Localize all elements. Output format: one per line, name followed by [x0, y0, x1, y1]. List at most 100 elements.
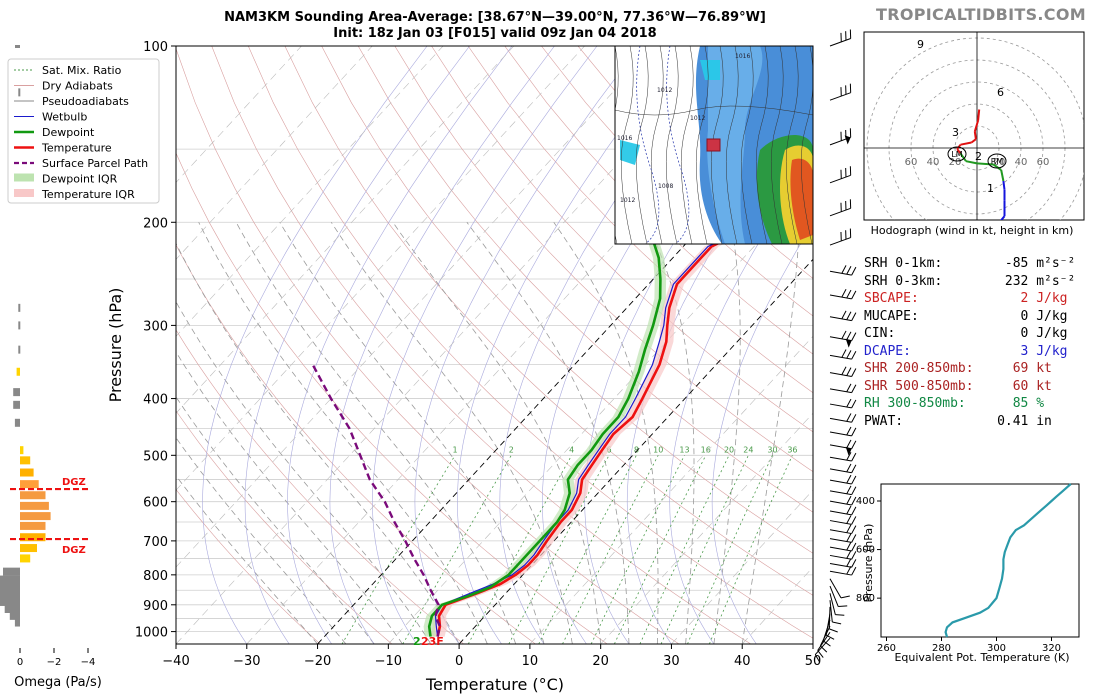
barb-feather	[851, 551, 857, 560]
barb-feather	[846, 311, 852, 320]
hodograph-tick-label: 20	[993, 157, 1006, 168]
stat-label: CIN:	[864, 326, 998, 341]
wind-barb	[829, 600, 842, 625]
barb-feather	[851, 332, 857, 341]
barb-feather	[851, 559, 857, 568]
legend-item: Dry Adiabats	[14, 80, 113, 93]
omega-bar	[20, 456, 31, 465]
omega-bar	[20, 480, 39, 489]
hodograph-segment	[977, 109, 981, 121]
x-tick-label: −10	[375, 654, 402, 669]
barb-feather	[846, 367, 852, 376]
omega-bar	[20, 521, 46, 530]
theta-e-ytick-label: 600	[856, 545, 875, 556]
dry-adiabat	[248, 46, 813, 639]
barb-staff	[829, 38, 851, 47]
hodograph-segment	[970, 138, 977, 144]
map-contour-label: 1008	[658, 183, 673, 190]
mixing-ratio-label: 8	[634, 445, 639, 454]
hodograph-segment	[1000, 169, 1005, 182]
stat-unit: J/kg	[1036, 343, 1068, 359]
barb-feather	[851, 312, 857, 321]
storm-motion-label: LM	[951, 150, 962, 159]
barb-staff	[829, 500, 852, 506]
chart-subtitle: Init: 18z Jan 03 [F015] valid 09z Jan 04…	[333, 26, 656, 41]
stat-row: DCAPE: 3 J/kg	[864, 344, 1068, 359]
hodograph: 60 40 20 20 40 60 1 2 3 6 9 LM RM	[863, 31, 1085, 221]
legend-item: Dewpoint	[14, 126, 95, 139]
barb-staff	[829, 578, 842, 599]
barb-feather	[851, 399, 857, 409]
stat-unit: in	[1036, 413, 1052, 429]
stat-value: 85	[997, 396, 1037, 411]
x-tick-label: 40	[734, 654, 751, 669]
omega-bar	[20, 512, 51, 521]
mixing-ratio-line	[687, 455, 773, 644]
stat-label: DCAPE:	[864, 343, 998, 359]
stat-label: SRH 0-1km:	[864, 256, 998, 271]
stat-value: 69	[997, 361, 1037, 376]
stat-row: SHR 500-850mb: 60 kt	[864, 379, 1052, 394]
barb-feather	[851, 427, 857, 437]
barb-feather	[846, 350, 852, 359]
barb-staff	[829, 388, 852, 394]
barb-feather	[829, 628, 838, 633]
hodograph-height-label: 9	[917, 38, 924, 51]
x-tick-label: 20	[592, 654, 609, 669]
stat-row: PWAT: 0.41 in	[864, 414, 1052, 429]
legend-swatch	[14, 189, 34, 197]
mixing-ratio-label: 36	[787, 445, 797, 454]
hodograph-segment	[973, 131, 977, 140]
legend-item: Temperature IQR	[14, 188, 135, 201]
barb-feather	[846, 266, 852, 275]
wetbulb-isoline	[202, 46, 428, 644]
wind-barb	[814, 637, 831, 663]
legend-label: Sat. Mix. Ratio	[42, 64, 122, 77]
pseudoadiabat	[330, 222, 573, 644]
wind-barb	[829, 566, 857, 576]
y-tick-label: 400	[143, 393, 168, 408]
legend-label: Dewpoint	[42, 126, 95, 139]
omega-bar	[0, 597, 20, 606]
pseudoadiabat	[466, 222, 630, 644]
pseudoadiabat	[176, 475, 318, 644]
hodograph-height-label: 2	[975, 150, 982, 163]
isobar-contour	[666, 46, 690, 244]
barb-feather	[851, 516, 857, 525]
wind-barb	[817, 631, 831, 658]
radar-inset-map: 1012 1016 1008 1012 1016 1012	[615, 46, 813, 244]
stat-row: RH 300-850mb: 85 %	[864, 396, 1044, 411]
hodograph-caption: Hodograph (wind in kt, height in km)	[871, 224, 1074, 237]
barb-feather	[841, 310, 847, 320]
wetbulb-isoline	[626, 97, 813, 644]
stat-row: CIN: 0 J/kg	[864, 326, 1068, 341]
y-tick-label: 500	[143, 449, 168, 464]
legend-label: Temperature	[41, 142, 112, 155]
barb-feather	[851, 384, 857, 393]
barb-feather	[846, 485, 852, 495]
stat-unit: kt	[1036, 378, 1052, 394]
mixing-ratio-line	[538, 455, 637, 644]
legend: Sat. Mix. Ratio Dry Adiabats Pseudoadiabat…	[7, 58, 160, 204]
wind-barb	[829, 349, 857, 360]
chart-title: NAM3KM Sounding Area-Average: [38.67°N—3…	[224, 10, 766, 25]
omega-bar	[20, 554, 31, 563]
hodograph-segment	[959, 152, 967, 162]
mixing-ratio-label: 1	[453, 445, 458, 454]
barb-feather	[851, 452, 857, 462]
barb-feather	[841, 349, 847, 358]
stat-label: PWAT:	[864, 413, 998, 429]
wind-barb	[829, 578, 850, 599]
map-boundary	[680, 46, 694, 244]
hodograph-segment	[965, 160, 978, 165]
theta-e-xlabel: Equivalent Pot. Temperature (K)	[894, 651, 1069, 664]
barb-feather	[841, 288, 847, 298]
omega-bar	[18, 321, 21, 330]
wind-barb	[829, 524, 857, 535]
wetbulb-isoline	[287, 46, 513, 644]
series-surface-parcel-path	[311, 364, 442, 637]
barb-feather	[851, 475, 857, 485]
theta-e-ytick-label: 800	[856, 593, 875, 604]
mixing-ratio-line	[709, 455, 793, 644]
barb-feather	[851, 496, 857, 506]
